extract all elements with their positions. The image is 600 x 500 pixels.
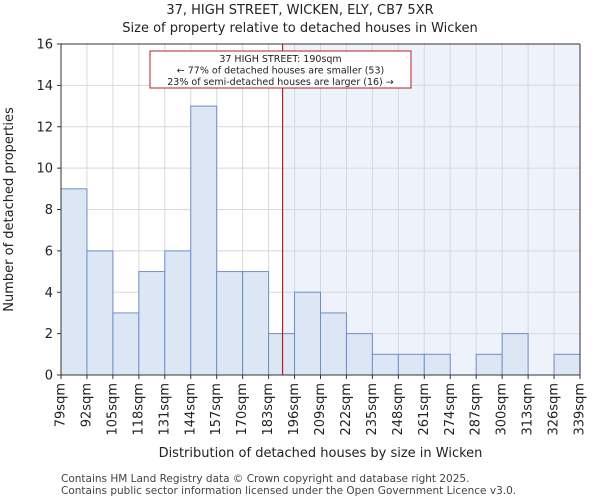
x-tick-label: 339sqm: [573, 383, 588, 436]
x-tick-label: 118sqm: [131, 383, 146, 436]
x-tick-label: 183sqm: [261, 383, 276, 436]
bar: [371, 353, 399, 376]
annotation-line-3: 23% of semi-detached houses are larger (…: [167, 77, 394, 88]
bar: [268, 333, 296, 376]
bar: [164, 250, 192, 376]
x-tick-label: 313sqm: [521, 383, 536, 436]
y-tick-label: 14: [36, 79, 53, 94]
y-tick-label: 0: [45, 369, 53, 384]
x-tick-label: 287sqm: [469, 383, 484, 436]
x-tick-label: 144sqm: [183, 383, 198, 436]
y-tick-label: 6: [45, 244, 53, 259]
bar: [320, 312, 347, 376]
y-tick-label: 12: [36, 120, 53, 135]
x-tick-label: 131sqm: [157, 383, 172, 436]
bar: [60, 188, 88, 376]
bar: [345, 333, 373, 376]
bar: [475, 353, 503, 376]
bar: [216, 271, 244, 376]
chart-subtitle: Size of property relative to detached ho…: [122, 21, 478, 36]
x-tick-label: 248sqm: [391, 383, 406, 436]
bar: [86, 250, 114, 376]
y-tick-label: 2: [45, 327, 53, 342]
bar: [423, 353, 451, 376]
bar: [112, 312, 140, 376]
x-tick-label: 92sqm: [79, 383, 94, 427]
bar: [501, 333, 529, 376]
x-tick-label: 209sqm: [313, 383, 328, 436]
chart-title: 37, HIGH STREET, WICKEN, ELY, CB7 5XR: [166, 3, 434, 18]
x-tick-label: 196sqm: [287, 383, 302, 436]
y-tick-label: 8: [45, 203, 53, 218]
x-axis-title: Distribution of detached houses by size …: [159, 446, 483, 461]
x-tick-label: 274sqm: [443, 383, 458, 436]
x-tick-label: 261sqm: [417, 383, 432, 436]
bar: [397, 353, 425, 376]
plot-area: 0 2 4 6 8 10 12 14 16 79sqm 92sqm 105sqm 118sqm 131sq…: [2, 38, 588, 462]
annotation-line-2: ← 77% of detached houses are smaller (53…: [177, 66, 384, 77]
annotation-box: [149, 50, 412, 89]
y-tick-label: 16: [36, 38, 53, 53]
bar: [294, 291, 321, 376]
x-tick-label: 79sqm: [54, 383, 69, 427]
bar: [138, 271, 166, 376]
y-tick-label: 4: [45, 286, 53, 301]
x-tick-label: 157sqm: [209, 383, 224, 436]
x-tick-label: 222sqm: [339, 383, 354, 436]
footer-licence: Contains public sector information licen…: [61, 485, 517, 497]
x-tick-label: 170sqm: [235, 383, 250, 436]
bar: [242, 271, 270, 376]
footer-copyright: Contains HM Land Registry data © Crown c…: [61, 473, 470, 485]
y-tick-label: 10: [36, 162, 53, 177]
x-tick-label: 235sqm: [365, 383, 380, 436]
annotation-line-1: 37 HIGH STREET: 190sqm: [219, 54, 341, 65]
x-tick-label: 105sqm: [105, 383, 120, 436]
x-tick-label: 326sqm: [547, 383, 562, 436]
bar: [190, 105, 218, 376]
bar: [553, 353, 581, 376]
x-tick-label: 300sqm: [495, 383, 510, 436]
y-axis-title: Number of detached properties: [2, 107, 17, 312]
